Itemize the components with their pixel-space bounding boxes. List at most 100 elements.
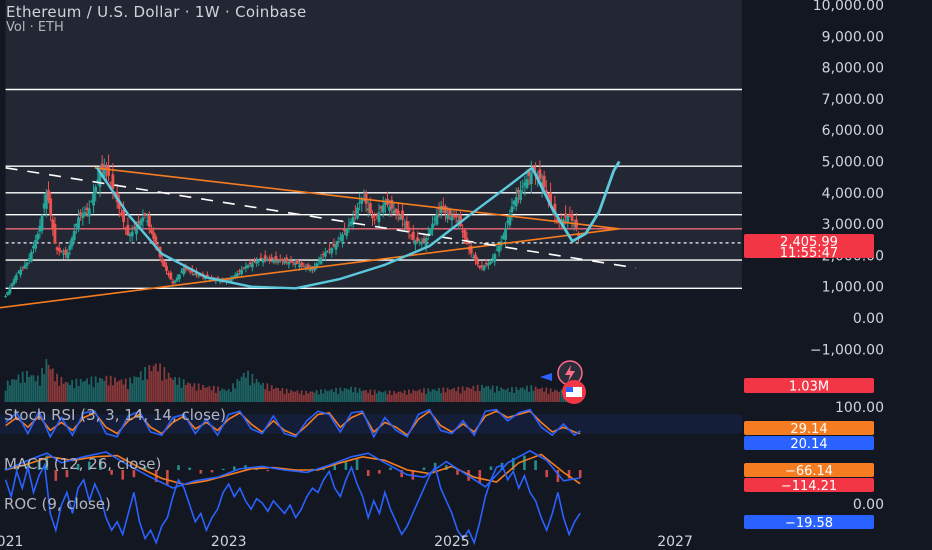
volume-bar-130 <box>283 394 286 402</box>
volume-bar-182 <box>395 393 398 402</box>
candle-body <box>85 207 89 211</box>
volume-bar-62 <box>137 377 140 402</box>
candle-body <box>542 175 546 188</box>
candle-228 <box>493 252 497 266</box>
volume-bar-170 <box>369 389 372 402</box>
volume-bar-140 <box>305 390 307 402</box>
candle-15 <box>36 231 40 243</box>
volume-bar-256 <box>553 389 556 402</box>
candle-body <box>182 268 186 275</box>
volume-bar-246 <box>532 390 535 402</box>
volume-bar-11 <box>28 377 31 402</box>
candle-body <box>14 275 18 281</box>
candle-114 <box>248 258 252 267</box>
candle-body <box>120 212 123 216</box>
candle-body <box>145 220 149 222</box>
volume-bar-153 <box>332 392 335 402</box>
candle-194 <box>420 237 424 250</box>
volume-bar-255 <box>551 392 554 402</box>
candle-body <box>233 275 237 277</box>
candle-body <box>446 215 450 219</box>
volume-bar-57 <box>126 389 129 402</box>
volume-bar-154 <box>335 387 337 402</box>
volume-bar-135 <box>294 391 297 402</box>
candle-body <box>414 240 417 245</box>
volume-bar-35 <box>79 378 82 402</box>
candle-162 <box>351 210 355 231</box>
candle-223 <box>482 264 486 272</box>
candle-157 <box>341 232 344 248</box>
y-tick-label-2: 8,000.00 <box>822 61 884 77</box>
volume-bar-203 <box>440 393 443 402</box>
candle-264 <box>570 209 574 229</box>
candle-37 <box>83 205 87 217</box>
candle-88 <box>193 273 196 276</box>
candle-155 <box>336 236 340 248</box>
candle-151 <box>328 243 331 255</box>
volume-bar-56 <box>124 378 127 402</box>
y-tick-label-7: 3,000.00 <box>822 217 884 233</box>
volume-bar-165 <box>358 388 361 402</box>
candle-body <box>169 272 173 280</box>
volume-bar-235 <box>508 392 511 402</box>
volume-bar-160 <box>347 389 350 402</box>
volume-bar-218 <box>472 385 475 402</box>
volume-bar-237 <box>513 392 516 402</box>
candle-239 <box>517 186 520 204</box>
volume-bar-215 <box>466 387 468 402</box>
volume-bar-232 <box>502 389 505 402</box>
candle-20 <box>47 181 50 204</box>
candle-172 <box>373 212 377 225</box>
candle-79 <box>173 279 177 285</box>
candle-148 <box>321 251 325 259</box>
candle-173 <box>375 212 379 220</box>
candle-body <box>383 202 387 205</box>
candle-8 <box>21 266 25 272</box>
volume-bar-198 <box>429 391 432 402</box>
stoch-d-badge-bg <box>744 436 874 450</box>
roc-badge: −19.58 <box>744 515 874 531</box>
volume-bar-122 <box>266 383 269 402</box>
volume-bar-230 <box>498 390 501 402</box>
macd-histogram-bar-8 <box>87 461 91 470</box>
candle-body <box>341 234 344 242</box>
candle-body <box>375 215 379 217</box>
candle-11 <box>27 253 31 264</box>
candle-body <box>291 262 295 264</box>
volume-bar-244 <box>528 391 531 402</box>
candle-body <box>283 261 286 264</box>
candle-0 <box>4 294 7 298</box>
volume-bar-171 <box>371 394 374 402</box>
candle-112 <box>244 262 248 273</box>
candle-body <box>248 262 252 265</box>
volume-bar-88 <box>193 383 196 402</box>
macd-histogram-bar-30 <box>333 464 337 470</box>
macd-histogram-bar-44 <box>489 466 493 470</box>
candle-124 <box>270 253 274 263</box>
volume-bar-86 <box>189 383 192 402</box>
volume-bars <box>4 358 580 402</box>
volume-bar-158 <box>343 388 346 402</box>
volume-bar-109 <box>238 380 241 402</box>
candle-body <box>381 205 385 213</box>
candle-body <box>452 214 456 217</box>
volume-bar-247 <box>534 386 537 402</box>
volume-bar-39 <box>88 384 91 402</box>
volume-bar-47 <box>105 375 108 402</box>
candle-245 <box>529 160 533 194</box>
candle-120 <box>261 258 265 267</box>
macd-histogram-bar-7 <box>76 464 80 470</box>
volume-bar-183 <box>397 391 400 402</box>
candle-83 <box>182 266 186 277</box>
macd-histogram-bar-33 <box>366 470 370 476</box>
candle-body <box>124 227 128 229</box>
volume-bar-199 <box>431 389 434 402</box>
macd-histogram-bar-38 <box>422 467 426 470</box>
volume-bar-148 <box>322 393 325 402</box>
candle-18 <box>42 194 46 214</box>
event-pointer-icon <box>540 373 552 381</box>
candle-body <box>132 227 136 229</box>
candle-265 <box>572 219 576 231</box>
highlight-region <box>5 0 743 289</box>
